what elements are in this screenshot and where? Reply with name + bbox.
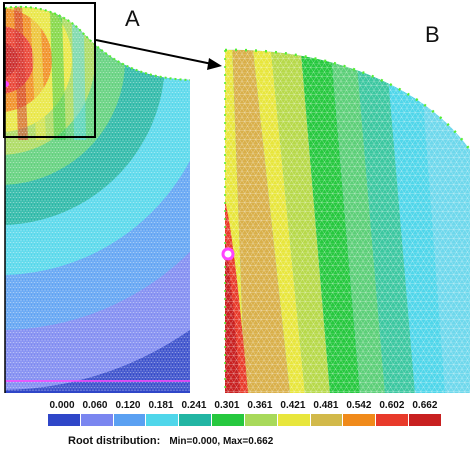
- legend-tick-label: 0.662: [412, 400, 438, 411]
- legend-swatch: [113, 414, 147, 426]
- panel-a-top-boundary: [4, 5, 191, 81]
- legend-tick-label: 0.602: [379, 400, 405, 411]
- panel-b-label: B: [425, 22, 440, 47]
- legend-swatch: [343, 414, 377, 426]
- legend-tick-label: 0.421: [280, 400, 306, 411]
- legend-tick-label: 0.120: [115, 400, 141, 411]
- legend-swatch: [212, 414, 245, 426]
- legend-tick-label: 0.000: [49, 400, 75, 411]
- panel-b-root-node: [221, 247, 235, 261]
- zoom-arrow: [95, 39, 213, 65]
- zoom-box: [3, 2, 96, 138]
- legend-tick-label: 0.241: [181, 400, 207, 411]
- legend-title: Root distribution:: [68, 435, 161, 447]
- legend-swatch: [244, 414, 278, 426]
- legend-swatch: [310, 414, 344, 426]
- color-legend: 0.000 0.060 0.120 0.181 0.241 0.301 0.361 0.421…: [40, 400, 470, 450]
- legend-tick-label: 0.361: [247, 400, 273, 411]
- legend-swatch: [80, 414, 114, 426]
- legend-tick-label: 0.542: [346, 400, 372, 411]
- legend-swatches: [48, 414, 442, 426]
- zoom-arrowhead: [207, 58, 222, 70]
- panel-b-top-boundary: [224, 48, 472, 151]
- legend-tick-label: 0.181: [148, 400, 174, 411]
- legend-tick-label: 0.060: [82, 400, 108, 411]
- legend-swatch: [277, 414, 311, 426]
- panel-a-mesh: [5, 6, 190, 393]
- legend-swatch: [179, 414, 213, 426]
- legend-swatch: [48, 414, 81, 426]
- legend-swatch: [146, 414, 180, 426]
- legend-swatch: [376, 414, 410, 426]
- legend-swatch: [409, 414, 442, 426]
- panel-a-label: A: [125, 6, 140, 31]
- legend-caption: Root distribution: Min=0.000, Max=0.662: [68, 435, 279, 447]
- legend-tick-label: 0.481: [313, 400, 339, 411]
- panel-b-mesh: [225, 49, 470, 393]
- legend-tick-label: 0.301: [214, 400, 240, 411]
- legend-range: Min=0.000, Max=0.662: [169, 436, 274, 447]
